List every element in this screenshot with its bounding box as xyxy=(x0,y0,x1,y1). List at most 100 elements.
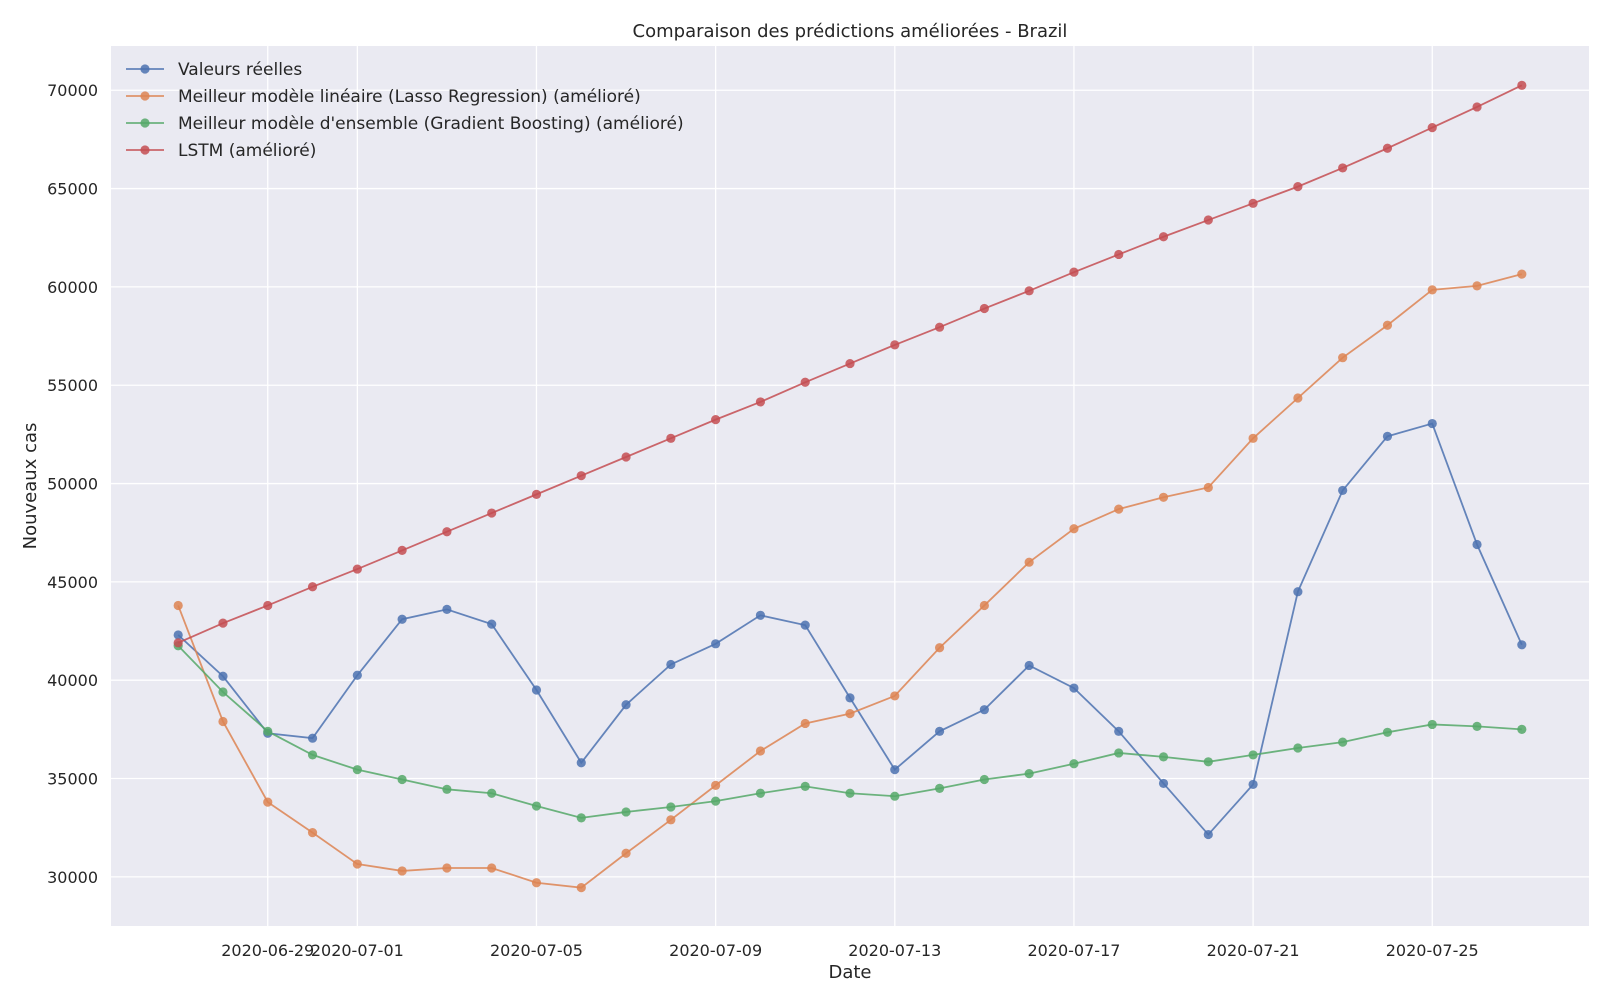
data-point xyxy=(934,643,945,653)
data-point xyxy=(352,859,362,869)
data-point xyxy=(845,788,855,798)
x-tick-label: 2020-07-21 xyxy=(1207,941,1300,960)
data-point xyxy=(1517,80,1527,90)
data-point xyxy=(1338,485,1348,496)
data-point xyxy=(1472,281,1482,291)
data-point xyxy=(755,397,766,407)
data-point xyxy=(576,813,586,823)
data-point xyxy=(979,600,989,611)
y-tick-label: 45000 xyxy=(47,573,98,592)
data-point xyxy=(218,671,228,681)
chart-title: Comparaison des prédictions améliorées -… xyxy=(633,21,1068,42)
data-point xyxy=(1338,353,1348,363)
data-point xyxy=(1382,320,1393,330)
data-point xyxy=(307,733,318,743)
data-point xyxy=(1248,198,1258,208)
data-point xyxy=(1158,232,1169,242)
data-point xyxy=(307,827,318,838)
data-point xyxy=(218,716,228,727)
data-point xyxy=(890,765,900,775)
data-point xyxy=(263,600,273,611)
data-point xyxy=(1069,524,1079,534)
data-point xyxy=(397,866,407,876)
data-point xyxy=(711,639,721,649)
data-point xyxy=(1293,587,1303,597)
data-point xyxy=(890,340,900,350)
data-point xyxy=(1382,143,1393,153)
series-3 xyxy=(173,80,1527,648)
data-point xyxy=(307,582,318,592)
data-point xyxy=(934,322,945,332)
data-point xyxy=(1427,123,1437,133)
data-point xyxy=(1069,683,1079,693)
y-tick-label: 55000 xyxy=(47,376,98,395)
data-point xyxy=(934,783,945,793)
legend-label: LSTM (amélioré) xyxy=(178,141,316,161)
data-point xyxy=(621,848,631,858)
data-point xyxy=(845,709,855,719)
legend-marker xyxy=(140,118,150,128)
data-point xyxy=(1472,721,1482,732)
legend-item: Valeurs réelles xyxy=(126,60,302,80)
legend-marker xyxy=(140,91,150,101)
data-point xyxy=(1114,726,1124,736)
legend-marker xyxy=(140,145,150,155)
data-point xyxy=(1024,286,1034,296)
data-point xyxy=(1427,285,1437,295)
data-point xyxy=(442,863,452,873)
data-point xyxy=(352,765,362,775)
x-tick-label: 2020-06-29 xyxy=(221,941,314,960)
data-point xyxy=(979,705,989,715)
data-point xyxy=(1203,829,1213,840)
data-point xyxy=(576,758,586,768)
data-point xyxy=(1158,778,1169,789)
data-point xyxy=(263,726,273,736)
data-point xyxy=(487,863,497,873)
data-point xyxy=(173,630,183,640)
data-point xyxy=(442,527,452,537)
data-point xyxy=(1114,249,1124,260)
y-tick-label: 50000 xyxy=(47,475,98,494)
data-point xyxy=(800,781,810,791)
data-point xyxy=(1427,418,1437,429)
data-point xyxy=(1203,482,1213,493)
data-point xyxy=(890,791,900,801)
x-tick-label: 2020-07-13 xyxy=(848,941,941,960)
data-point xyxy=(1024,557,1034,567)
data-point xyxy=(218,618,228,628)
data-point xyxy=(1517,724,1527,734)
legend-label: Valeurs réelles xyxy=(178,60,302,80)
data-point xyxy=(218,687,228,697)
data-point xyxy=(531,878,542,888)
data-point xyxy=(979,303,989,314)
data-point xyxy=(621,700,631,710)
data-point xyxy=(666,433,676,443)
data-point xyxy=(1382,727,1393,737)
x-tick-label: 2020-07-17 xyxy=(1027,941,1120,960)
data-point xyxy=(1293,393,1303,403)
data-point xyxy=(711,796,721,806)
data-point xyxy=(1293,182,1303,192)
data-point xyxy=(1069,759,1079,769)
data-point xyxy=(890,691,900,701)
data-point xyxy=(1114,748,1124,758)
data-point xyxy=(1158,492,1169,502)
data-point xyxy=(1069,267,1079,277)
data-point xyxy=(1517,640,1527,650)
data-point xyxy=(1248,779,1258,790)
x-tick-label: 2020-07-01 xyxy=(311,941,404,960)
data-point xyxy=(800,620,810,630)
y-tick-label: 40000 xyxy=(47,671,98,690)
data-point xyxy=(621,452,631,462)
data-point xyxy=(576,883,586,893)
data-point xyxy=(1338,163,1348,173)
data-point xyxy=(1248,433,1258,443)
data-point xyxy=(487,508,497,518)
data-point xyxy=(173,600,183,611)
data-point xyxy=(1472,102,1482,112)
data-point xyxy=(1114,504,1124,514)
legend-label: Meilleur modèle d'ensemble (Gradient Boo… xyxy=(178,114,684,134)
data-point xyxy=(1293,743,1303,753)
data-point xyxy=(397,774,407,785)
